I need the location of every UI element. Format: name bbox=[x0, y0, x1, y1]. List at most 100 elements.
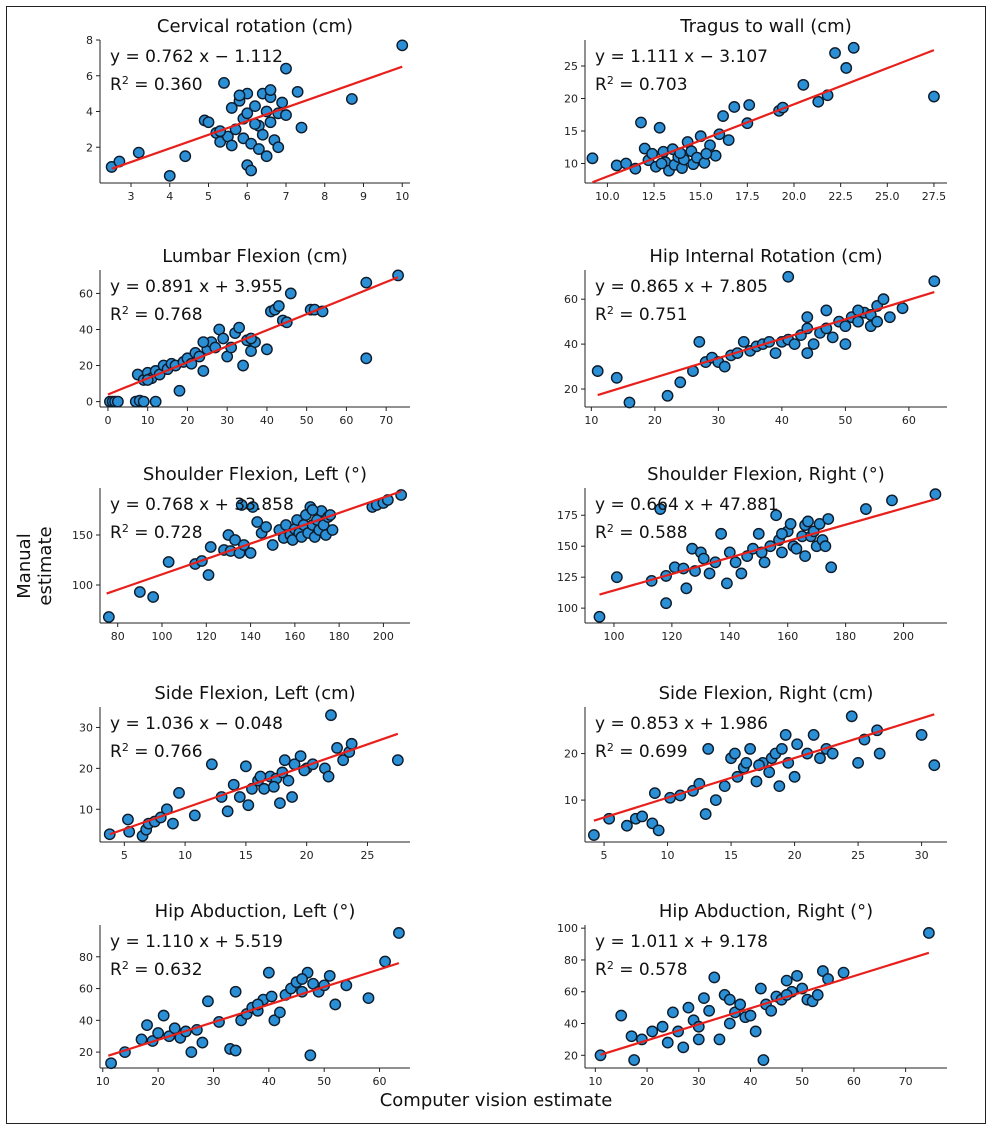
data-point bbox=[763, 766, 776, 779]
data-point bbox=[105, 1057, 117, 1070]
data-point bbox=[197, 365, 210, 377]
data-point bbox=[345, 93, 358, 105]
data-point bbox=[235, 499, 248, 511]
data-point bbox=[754, 982, 767, 995]
x-tick-label: 6 bbox=[244, 190, 251, 203]
data-point bbox=[780, 974, 793, 987]
x-tick-label: 3 bbox=[128, 190, 135, 203]
data-point bbox=[770, 509, 783, 522]
data-point bbox=[737, 335, 750, 348]
x-tick-label: 20 bbox=[640, 1075, 654, 1088]
data-point bbox=[791, 738, 804, 751]
x-tick-label: 50 bbox=[795, 1075, 809, 1088]
x-tick-label: 30 bbox=[692, 1075, 706, 1088]
data-point bbox=[242, 799, 255, 812]
data-point bbox=[325, 709, 337, 722]
data-point bbox=[801, 347, 814, 359]
data-point bbox=[291, 85, 304, 98]
data-point bbox=[743, 99, 756, 111]
subplot-title: Hip Internal Rotation (cm) bbox=[649, 246, 882, 267]
y-tick-label: 60 bbox=[79, 983, 93, 996]
x-tick-label: 20 bbox=[151, 1075, 165, 1088]
x-tick-label: 0 bbox=[104, 414, 111, 427]
x-tick-label: 25 bbox=[360, 849, 374, 862]
data-point bbox=[307, 977, 320, 990]
subplot-1: Cervical rotation (cm) 3 4 5 6 7 8 9 10 2 4 6 8 y = 0… bbox=[86, 16, 410, 203]
data-point bbox=[262, 966, 275, 979]
data-point bbox=[278, 754, 291, 767]
subplot-10: Hip Abduction, Right (°) 10 20 30 40 50 60 70 20… bbox=[557, 901, 947, 1088]
data-point bbox=[157, 1009, 170, 1022]
data-point bbox=[717, 110, 729, 122]
regression-line bbox=[109, 732, 399, 836]
regression-line bbox=[593, 713, 935, 822]
data-point bbox=[826, 331, 839, 344]
y-tick-label: 0 bbox=[86, 396, 93, 409]
data-point bbox=[395, 489, 408, 501]
data-point bbox=[654, 503, 667, 515]
r2-label: R2 = 0.751 bbox=[595, 304, 688, 326]
y-tick-label: 40 bbox=[79, 1014, 93, 1027]
data-point bbox=[591, 365, 604, 377]
y-tick-label: 10 bbox=[79, 803, 93, 816]
data-point bbox=[304, 1049, 317, 1062]
data-point bbox=[610, 371, 623, 384]
data-point bbox=[141, 1019, 153, 1031]
x-tick-label: 10 bbox=[584, 414, 598, 427]
data-point bbox=[322, 770, 335, 783]
data-point bbox=[133, 586, 146, 598]
data-point bbox=[615, 1009, 628, 1022]
data-point bbox=[122, 813, 134, 826]
data-point bbox=[204, 541, 217, 553]
x-tick-label: 10 bbox=[178, 849, 192, 862]
data-point bbox=[788, 338, 801, 351]
y-tick-label: 25 bbox=[564, 60, 578, 73]
y-tick-label: 100 bbox=[557, 602, 578, 615]
data-point bbox=[776, 527, 788, 540]
data-point bbox=[266, 539, 279, 551]
data-point bbox=[147, 591, 160, 603]
data-point bbox=[329, 998, 342, 1011]
data-point bbox=[225, 102, 238, 114]
x-tick-label: 180 bbox=[835, 630, 856, 643]
data-point bbox=[788, 770, 801, 783]
x-tick-label: 80 bbox=[111, 630, 125, 643]
y-tick-label: 150 bbox=[72, 529, 93, 542]
data-point bbox=[227, 778, 240, 791]
x-tick-label: 70 bbox=[899, 1075, 913, 1088]
y-tick-label: 100 bbox=[557, 922, 578, 935]
subplot-6: Shoulder Flexion, Right (°) 100 120 140 160 1… bbox=[557, 464, 947, 643]
data-point bbox=[814, 752, 826, 765]
x-tick-label: 20 bbox=[788, 849, 802, 862]
data-point bbox=[331, 742, 343, 754]
data-point bbox=[758, 556, 771, 569]
data-point bbox=[775, 742, 788, 755]
y-tick-label: 40 bbox=[79, 323, 93, 336]
data-point bbox=[258, 782, 271, 795]
r2-label: R2 = 0.768 bbox=[110, 304, 203, 326]
data-point bbox=[769, 347, 782, 359]
data-point bbox=[749, 1025, 762, 1038]
data-point bbox=[621, 819, 633, 832]
x-tick-label: 20 bbox=[180, 414, 194, 427]
y-tick-label: 15 bbox=[564, 125, 578, 138]
data-point bbox=[239, 760, 252, 773]
y-tick-label: 20 bbox=[79, 1046, 93, 1059]
data-point bbox=[896, 302, 909, 315]
data-point bbox=[167, 817, 179, 830]
data-point bbox=[837, 966, 850, 979]
data-point bbox=[586, 152, 599, 165]
subplot-title: Lumbar Flexion (cm) bbox=[162, 246, 348, 267]
data-point bbox=[928, 759, 941, 772]
data-point bbox=[744, 1009, 757, 1022]
data-point bbox=[391, 754, 404, 767]
data-point bbox=[801, 311, 814, 324]
y-tick-label: 10 bbox=[564, 158, 578, 171]
r2-label: R2 = 0.699 bbox=[595, 741, 688, 763]
regression-line bbox=[111, 65, 403, 170]
data-point bbox=[723, 1017, 736, 1030]
data-point bbox=[225, 139, 238, 152]
x-tick-label: 30 bbox=[206, 1075, 220, 1088]
data-point bbox=[233, 89, 246, 102]
data-point bbox=[923, 927, 935, 939]
